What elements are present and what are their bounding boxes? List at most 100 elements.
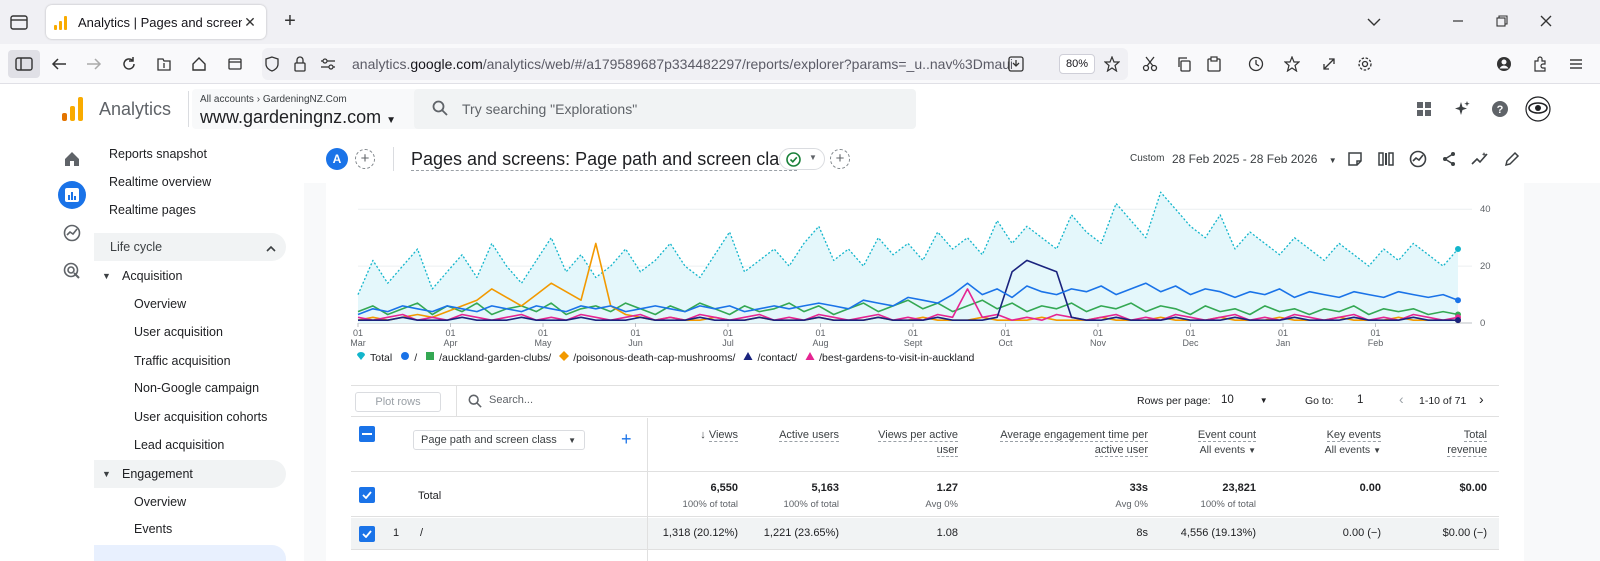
account-icon[interactable] bbox=[1492, 52, 1516, 76]
shield-icon[interactable] bbox=[260, 52, 284, 76]
add-filter-icon[interactable]: + bbox=[830, 149, 850, 169]
add-comparison-icon[interactable]: + bbox=[355, 149, 375, 169]
series-total-line[interactable] bbox=[357, 191, 1459, 295]
col-views-per-user[interactable]: Views per active user bbox=[878, 428, 958, 458]
row-path[interactable]: / bbox=[420, 527, 424, 539]
series-contact-line[interactable] bbox=[358, 259, 1458, 321]
series--line[interactable] bbox=[357, 282, 1459, 316]
series-contact-end-point[interactable] bbox=[1455, 317, 1461, 324]
nav-traffic-acquisition[interactable]: Traffic acquisition bbox=[134, 354, 231, 368]
analytics-logo-icon[interactable] bbox=[62, 97, 84, 121]
forward-icon[interactable] bbox=[82, 52, 106, 76]
edit-pencil-icon[interactable] bbox=[1501, 148, 1523, 170]
restore-icon[interactable] bbox=[1490, 10, 1514, 34]
rows-per-page-select[interactable]: 10 ▼ bbox=[1221, 394, 1268, 406]
col-event-count[interactable]: Event count All events ▼ bbox=[1197, 428, 1256, 458]
legend-item[interactable]: /auckland-garden-clubs/ bbox=[425, 351, 551, 364]
ga-search-input[interactable] bbox=[462, 99, 902, 119]
legend-item[interactable]: /best-gardens-to-visit-in-auckland bbox=[805, 351, 974, 364]
home-icon[interactable] bbox=[187, 52, 211, 76]
event-filter-select[interactable]: All events ▼ bbox=[1199, 444, 1256, 456]
browser-tab-active[interactable]: Analytics | Pages and screens: Page path… bbox=[46, 5, 266, 39]
plot-rows-button[interactable]: Plot rows bbox=[355, 392, 441, 412]
table-row[interactable]: 1 / 1,318 (20.12%) 1,221 (23.65%) 1.08 8… bbox=[351, 518, 1499, 550]
reload-icon[interactable] bbox=[117, 52, 141, 76]
row-checkbox[interactable] bbox=[359, 526, 375, 542]
menu-icon[interactable] bbox=[1564, 52, 1588, 76]
comparison-avatar[interactable]: A bbox=[326, 148, 348, 170]
series-auckland-garden-clubs-line[interactable] bbox=[357, 299, 1459, 316]
bookmarks-icon[interactable] bbox=[1280, 52, 1304, 76]
col-avg-engagement[interactable]: Average engagement time per active user bbox=[1000, 428, 1148, 458]
permissions-icon[interactable] bbox=[316, 52, 340, 76]
prev-page-icon[interactable]: ‹ bbox=[1399, 391, 1404, 407]
bookmarks-library-icon[interactable] bbox=[223, 52, 247, 76]
new-tab-icon[interactable]: + bbox=[284, 10, 296, 32]
trend-insights-icon[interactable] bbox=[1469, 148, 1491, 170]
fullscreen-icon[interactable] bbox=[1317, 52, 1341, 76]
goto-input[interactable]: 1 bbox=[1357, 394, 1364, 406]
legend-item[interactable]: / bbox=[400, 351, 417, 364]
series-total-end-point[interactable] bbox=[1455, 246, 1461, 253]
list-all-tabs-icon[interactable] bbox=[1362, 10, 1386, 34]
total-checkbox[interactable] bbox=[359, 487, 375, 503]
nav-user-acquisition[interactable]: User acquisition bbox=[134, 325, 223, 339]
legend-item[interactable]: /poisonous-death-cap-mushrooms/ bbox=[559, 351, 735, 364]
insights-sparkle-icon[interactable] bbox=[1450, 97, 1474, 121]
compare-columns-icon[interactable] bbox=[1375, 148, 1397, 170]
address-bar[interactable]: analytics.google.com/analytics/web/#/a17… bbox=[262, 48, 1128, 80]
nav-group-acquisition[interactable]: ▼ Acquisition bbox=[94, 262, 286, 290]
legend-item[interactable]: Total bbox=[356, 351, 392, 364]
tab-close-icon[interactable]: ✕ bbox=[244, 13, 256, 30]
nav-lead-acquisition[interactable]: Lead acquisition bbox=[134, 438, 225, 452]
nav-reports-snapshot[interactable]: Reports snapshot bbox=[109, 147, 207, 161]
nav-item-selected-partial[interactable] bbox=[94, 545, 286, 561]
lock-icon[interactable] bbox=[288, 52, 312, 76]
next-page-icon[interactable]: › bbox=[1479, 391, 1484, 407]
series--end-point[interactable] bbox=[1455, 297, 1461, 304]
tab-list-icon[interactable] bbox=[8, 12, 30, 32]
zoom-level-badge[interactable]: 80% bbox=[1059, 54, 1096, 74]
download-icon[interactable] bbox=[1004, 52, 1028, 76]
report-status-chip[interactable]: ▼ bbox=[779, 148, 825, 170]
back-icon[interactable] bbox=[47, 52, 71, 76]
home-nav-icon[interactable] bbox=[58, 145, 86, 173]
paste-icon[interactable] bbox=[1202, 52, 1226, 76]
nav-non-google-campaign[interactable]: Non-Google campaign bbox=[134, 381, 260, 395]
nav-acq-overview[interactable]: Overview bbox=[134, 297, 187, 311]
apps-grid-icon[interactable] bbox=[1412, 97, 1436, 121]
col-total-revenue[interactable]: Total revenue bbox=[1447, 428, 1487, 458]
nav-user-acquisition-cohorts[interactable]: User acquisition cohorts bbox=[134, 410, 268, 424]
add-dimension-icon[interactable]: + bbox=[621, 429, 632, 449]
nav-realtime-pages[interactable]: Realtime pages bbox=[109, 203, 196, 217]
date-custom-label[interactable]: Custom bbox=[1130, 153, 1165, 164]
dimension-select[interactable]: Page path and screen class ▼ bbox=[413, 430, 585, 450]
bookmark-star-icon[interactable] bbox=[1100, 52, 1124, 76]
help-icon[interactable]: ? bbox=[1488, 97, 1512, 121]
insights-icon[interactable] bbox=[1407, 148, 1429, 170]
nav-section-lifecycle[interactable]: Life cycle bbox=[94, 233, 286, 261]
url-text[interactable]: analytics.google.com/analytics/web/#/a17… bbox=[352, 56, 1012, 72]
series-best-gardens-to-visit-in-auckland-line[interactable] bbox=[357, 288, 1459, 321]
nav-events[interactable]: Events bbox=[134, 522, 173, 536]
nav-realtime-overview[interactable]: Realtime overview bbox=[109, 175, 212, 189]
explore-nav-icon[interactable] bbox=[58, 219, 86, 247]
minimize-icon[interactable] bbox=[1446, 10, 1470, 34]
table-search-input[interactable] bbox=[489, 394, 789, 406]
extensions-icon[interactable] bbox=[1528, 52, 1552, 76]
report-title[interactable]: Pages and screens: Page path and screen … bbox=[411, 149, 798, 171]
date-range-picker[interactable]: 28 Feb 2025 - 28 Feb 2026 ▼ bbox=[1172, 152, 1337, 166]
col-views[interactable]: ↓ Views bbox=[700, 428, 738, 443]
cut-icon[interactable] bbox=[1138, 52, 1162, 76]
reports-nav-icon[interactable] bbox=[58, 181, 86, 209]
share-icon[interactable] bbox=[1438, 148, 1460, 170]
analytics-brand[interactable]: Analytics bbox=[99, 99, 172, 119]
close-window-icon[interactable] bbox=[1534, 10, 1558, 34]
col-active-users[interactable]: Active users bbox=[779, 428, 839, 443]
sidebar-toggle-icon[interactable] bbox=[8, 50, 40, 78]
advertising-nav-icon[interactable] bbox=[58, 257, 86, 285]
settings-gear-icon[interactable] bbox=[1353, 52, 1377, 76]
ga-search-box[interactable] bbox=[414, 89, 916, 129]
nav-group-engagement[interactable]: ▼ Engagement bbox=[94, 460, 286, 488]
key-filter-select[interactable]: All events ▼ bbox=[1324, 444, 1381, 456]
